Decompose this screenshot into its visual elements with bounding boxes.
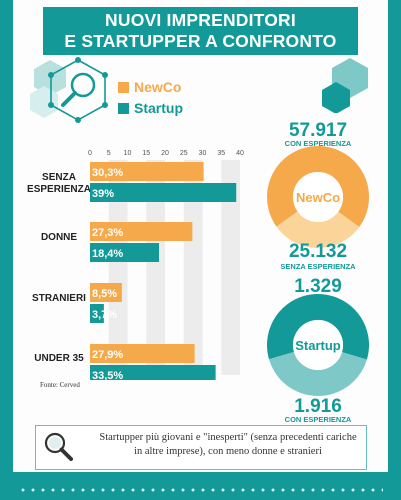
title-line-1: NUOVI IMPRENDITORI xyxy=(105,10,296,30)
category-label-donne: DONNE xyxy=(40,232,78,243)
legend-item-startup: Startup xyxy=(118,99,183,117)
newco-experienced-label: CON ESPERIENZA xyxy=(284,139,352,148)
bar-newco xyxy=(90,344,195,363)
newco-donut-chart: NewCo xyxy=(267,146,369,248)
note-box xyxy=(35,425,367,470)
bar-newco xyxy=(90,222,193,241)
startup-experienced-value: 1.916 xyxy=(294,396,342,417)
newco-inexperienced-value: 25.132 xyxy=(288,241,348,262)
grid-band xyxy=(108,160,128,375)
source-note: Fonte: Cerved xyxy=(40,381,80,389)
bar-newco xyxy=(90,283,122,302)
grid-band xyxy=(221,160,240,375)
startup-inexperienced-value: 1.329 xyxy=(294,276,342,297)
bar-startup xyxy=(90,243,159,262)
category-label-stranieri: STRANIERI xyxy=(32,293,86,304)
bar-startup xyxy=(90,365,216,380)
legend-label-newco: NewCo xyxy=(134,79,182,95)
hexagon-decoration-right xyxy=(322,58,368,113)
x-tick-label: 10 xyxy=(124,150,132,157)
bar-chart: 0 5 10 15 20 25 30 35 40 30,3% 39% 27,3% 18,4% 8,5% 3,… xyxy=(88,150,244,380)
left-border xyxy=(0,0,13,500)
bar-value-label: 30,3% xyxy=(92,167,123,179)
bar-startup xyxy=(90,183,237,202)
x-tick-label: 35 xyxy=(217,150,225,157)
startup-donut-chart: Startup xyxy=(267,294,369,397)
title-line-2: E STARTUPPER A CONFRONTO xyxy=(64,31,337,51)
x-tick-label: 20 xyxy=(161,150,169,157)
bar-value-label: 3,7% xyxy=(92,309,117,321)
x-tick-label: 5 xyxy=(107,150,111,157)
bar-value-label: 8,5% xyxy=(92,288,117,300)
dot-pattern xyxy=(18,486,383,494)
grid-band xyxy=(146,160,165,375)
bar-value-label: 33,5% xyxy=(92,370,123,380)
note-text: Startupper più giovani e "inesperti" (se… xyxy=(99,432,357,457)
startup-experienced-label: CON ESPERIENZA xyxy=(284,415,352,424)
donut-center-label: Startup xyxy=(295,338,341,353)
bar-value-label: 39% xyxy=(92,188,114,200)
category-label-senza-esperienza: SENZA ESPERIENZA xyxy=(27,172,91,195)
newco-experienced-value: 57.917 xyxy=(288,120,348,141)
grid-band xyxy=(183,160,203,375)
legend-item-newco: NewCo xyxy=(118,78,183,96)
donut-slice-1 xyxy=(267,146,369,248)
bar-value-label: 27,3% xyxy=(92,227,123,239)
legend-swatch-newco xyxy=(118,81,129,93)
bottom-border xyxy=(0,472,401,500)
newco-inexperienced-label: SENZA ESPERIENZA xyxy=(280,262,356,271)
x-tick-label: 0 xyxy=(88,150,92,157)
bar-startup xyxy=(90,304,104,323)
right-border xyxy=(388,0,401,500)
x-tick-label: 25 xyxy=(180,150,188,157)
bar-newco xyxy=(90,162,204,181)
title-banner: NUOVI IMPRENDITORI E STARTUPPER A CONFRO… xyxy=(43,7,358,55)
donut-center-label: NewCo xyxy=(296,190,340,205)
category-label-under-35: UNDER 35 xyxy=(34,353,84,364)
bar-value-label: 27,9% xyxy=(92,349,123,361)
donut-slice-0 xyxy=(267,294,369,397)
donut-hole xyxy=(293,172,343,222)
x-tick-label: 15 xyxy=(142,150,150,157)
magnifier-logo-icon xyxy=(48,57,108,123)
x-tick-label: 40 xyxy=(236,150,244,157)
donut-hole xyxy=(293,320,343,370)
x-tick-label: 30 xyxy=(199,150,207,157)
bar-value-label: 18,4% xyxy=(92,248,123,260)
legend: NewCo Startup xyxy=(118,78,183,120)
legend-label-startup: Startup xyxy=(134,100,183,116)
magnifier-icon xyxy=(44,432,73,461)
legend-swatch-startup xyxy=(118,102,129,114)
